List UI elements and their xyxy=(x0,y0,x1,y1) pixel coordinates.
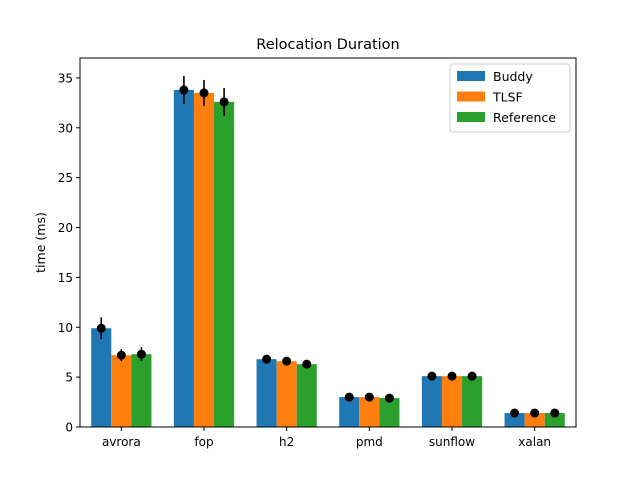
x-tick-label: pmd xyxy=(356,435,383,449)
mean-marker xyxy=(510,408,520,418)
legend-swatch-reference xyxy=(457,112,485,122)
mean-marker xyxy=(467,371,477,381)
bar-tlsf-fop xyxy=(193,92,215,428)
bar-reference-xalan xyxy=(544,413,565,427)
bar-buddy-fop xyxy=(173,89,194,427)
bar-reference-avrora xyxy=(131,354,152,427)
x-tick-label: sunflow xyxy=(429,435,475,449)
mean-marker xyxy=(364,392,374,402)
bar-reference-fop xyxy=(214,101,235,428)
x-tick-label: fop xyxy=(194,435,213,449)
bar-tlsf-xalan xyxy=(524,413,545,427)
legend-swatch-buddy xyxy=(457,71,485,81)
y-tick-label: 25 xyxy=(58,171,73,185)
bar-tlsf-avrora xyxy=(111,355,132,427)
mean-marker xyxy=(282,356,292,366)
bar-tlsf-sunflow xyxy=(441,376,463,427)
bar-reference-pmd xyxy=(379,398,400,427)
bar-buddy-avrora xyxy=(91,328,112,427)
bar-reference-h2 xyxy=(296,364,317,427)
mean-marker xyxy=(262,354,272,364)
bar-tlsf-h2 xyxy=(276,361,297,427)
mean-marker xyxy=(199,88,209,98)
bar-buddy-h2 xyxy=(256,359,277,427)
legend: Buddy TLSF Reference xyxy=(449,63,571,133)
mean-marker xyxy=(136,349,146,359)
bar-buddy-pmd xyxy=(339,397,360,427)
y-tick-label: 30 xyxy=(58,121,73,135)
x-tick-label: avrora xyxy=(102,435,141,449)
axes-frame xyxy=(79,57,577,428)
y-tick-label: 10 xyxy=(58,321,73,335)
legend-label-tlsf: TLSF xyxy=(492,90,523,105)
bar-tlsf-pmd xyxy=(359,397,380,427)
mean-marker xyxy=(550,408,560,418)
bar-buddy-xalan xyxy=(504,413,525,427)
mean-marker xyxy=(530,408,540,418)
y-axis-label: time (ms) xyxy=(33,212,48,273)
x-axis: avrora fop h2 pmd sunflow xalan xyxy=(102,427,551,449)
mean-marker xyxy=(219,97,229,107)
x-tick-label: h2 xyxy=(279,435,294,449)
mean-marker xyxy=(447,371,457,381)
mean-marker xyxy=(344,392,354,402)
mean-marker xyxy=(427,371,437,381)
bar-buddy-sunflow xyxy=(421,376,442,427)
y-tick-label: 0 xyxy=(65,421,73,435)
mean-marker xyxy=(302,359,312,369)
legend-label-buddy: Buddy xyxy=(493,69,533,84)
mean-marker xyxy=(384,393,394,403)
y-tick-label: 35 xyxy=(58,71,73,85)
legend-label-reference: Reference xyxy=(493,110,556,125)
chart-title: Relocation Duration xyxy=(256,37,399,53)
mean-marker xyxy=(116,350,126,360)
y-axis: 0 5 10 15 20 25 30 35 xyxy=(58,71,80,435)
mean-marker xyxy=(96,323,106,333)
x-tick-label: xalan xyxy=(518,435,551,449)
legend-swatch-tlsf xyxy=(457,91,485,102)
mean-marker xyxy=(179,85,189,95)
y-tick-label: 15 xyxy=(58,271,73,285)
plot-area xyxy=(91,75,565,428)
bar-reference-sunflow xyxy=(462,376,483,427)
y-tick-label: 20 xyxy=(58,221,73,235)
y-tick-label: 5 xyxy=(65,371,73,385)
